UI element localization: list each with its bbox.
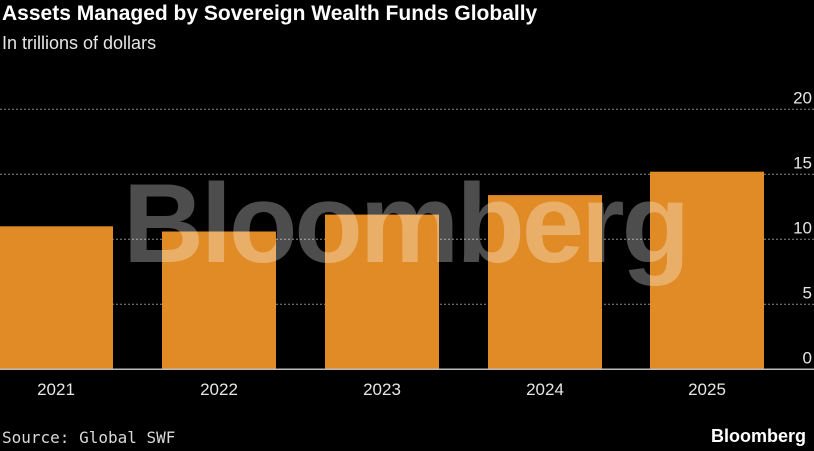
bloomberg-logo: Bloomberg <box>710 426 806 446</box>
chart-title: Assets Managed by Sovereign Wealth Funds… <box>2 2 538 25</box>
bloomberg-watermark: Bloomberg <box>123 161 687 286</box>
x-tick-label: 2025 <box>688 380 726 399</box>
bar <box>325 214 439 370</box>
y-tick-label: 20 <box>793 88 812 107</box>
chart-subtitle: In trillions of dollars <box>2 33 157 53</box>
y-tick-label: 15 <box>793 153 812 172</box>
x-tick-label: 2021 <box>37 380 75 399</box>
bar <box>162 231 276 370</box>
source-note: Source: Global SWF <box>2 428 176 447</box>
x-tick-label: 2024 <box>526 380 564 399</box>
x-tick-label: 2022 <box>200 380 238 399</box>
bar <box>488 195 602 370</box>
bar <box>650 171 764 370</box>
y-tick-label: 10 <box>793 218 812 237</box>
bar <box>0 226 113 370</box>
y-tick-label: 0 <box>803 348 812 367</box>
y-tick-label: 5 <box>803 283 812 302</box>
x-tick-label: 2023 <box>363 380 401 399</box>
